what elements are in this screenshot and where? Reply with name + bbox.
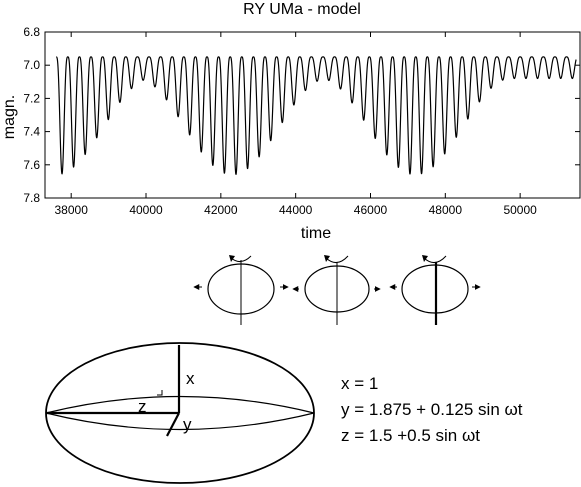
label-y: y bbox=[183, 415, 192, 434]
y-tick-label: 7.4 bbox=[23, 125, 40, 139]
x-tick-label: 50000 bbox=[503, 203, 537, 217]
x-tick-label: 42000 bbox=[204, 203, 238, 217]
star-ellipse-3 bbox=[389, 255, 481, 325]
equation-x: x = 1 bbox=[341, 374, 378, 393]
y-tick-label: 6.8 bbox=[23, 25, 40, 39]
label-x: x bbox=[186, 369, 195, 388]
x-tick-label: 46000 bbox=[354, 203, 388, 217]
y-tick-label: 7.8 bbox=[23, 191, 40, 205]
rotation-arrowhead-icon bbox=[324, 255, 330, 262]
rotation-arrow-icon bbox=[325, 255, 349, 263]
y-tick-label: 7.6 bbox=[23, 158, 40, 172]
equator-ellipse bbox=[45, 395, 315, 431]
y-axis-line bbox=[166, 412, 180, 437]
y-tick-label: 7.2 bbox=[23, 91, 40, 105]
light-curve-chart: RY UMa - model 38000 40000 42000 44000 46000… bbox=[1, 1, 581, 242]
equation-z: z = 1.5 +0.5 sin ωt bbox=[341, 426, 480, 445]
magnitude-curve bbox=[55, 56, 577, 175]
rotation-arrowhead-icon bbox=[229, 255, 235, 262]
right-angle-marker bbox=[157, 390, 163, 396]
star-ellipse-2 bbox=[292, 255, 381, 325]
y-axis-ticks: 6.8 7.0 7.2 7.4 7.6 7.8 bbox=[23, 25, 580, 205]
chart-title: RY UMa - model bbox=[243, 1, 361, 18]
x-tick-label: 48000 bbox=[429, 203, 463, 217]
rotation-arrowhead-icon bbox=[422, 255, 428, 262]
plot-frame bbox=[44, 31, 581, 199]
equations: x = 1 y = 1.875 + 0.125 sin ωt z = 1.5 +… bbox=[341, 374, 523, 445]
y-tick-label: 7.0 bbox=[23, 58, 40, 72]
x-tick-label: 38000 bbox=[55, 203, 89, 217]
x-tick-label: 44000 bbox=[279, 203, 313, 217]
x-axis-ticks: 38000 40000 42000 44000 46000 48000 50000 bbox=[55, 32, 537, 217]
ellipsoid-diagram: x z y bbox=[45, 342, 315, 484]
rotation-arrow-icon bbox=[423, 255, 447, 263]
star-ellipse-1 bbox=[193, 255, 289, 325]
y-axis-label: magn. bbox=[1, 95, 18, 139]
equation-y: y = 1.875 + 0.125 sin ωt bbox=[341, 400, 523, 419]
rotating-stars-row bbox=[193, 255, 481, 325]
x-tick-label: 40000 bbox=[129, 203, 163, 217]
x-axis-label: time bbox=[301, 225, 331, 242]
label-z: z bbox=[138, 397, 147, 416]
